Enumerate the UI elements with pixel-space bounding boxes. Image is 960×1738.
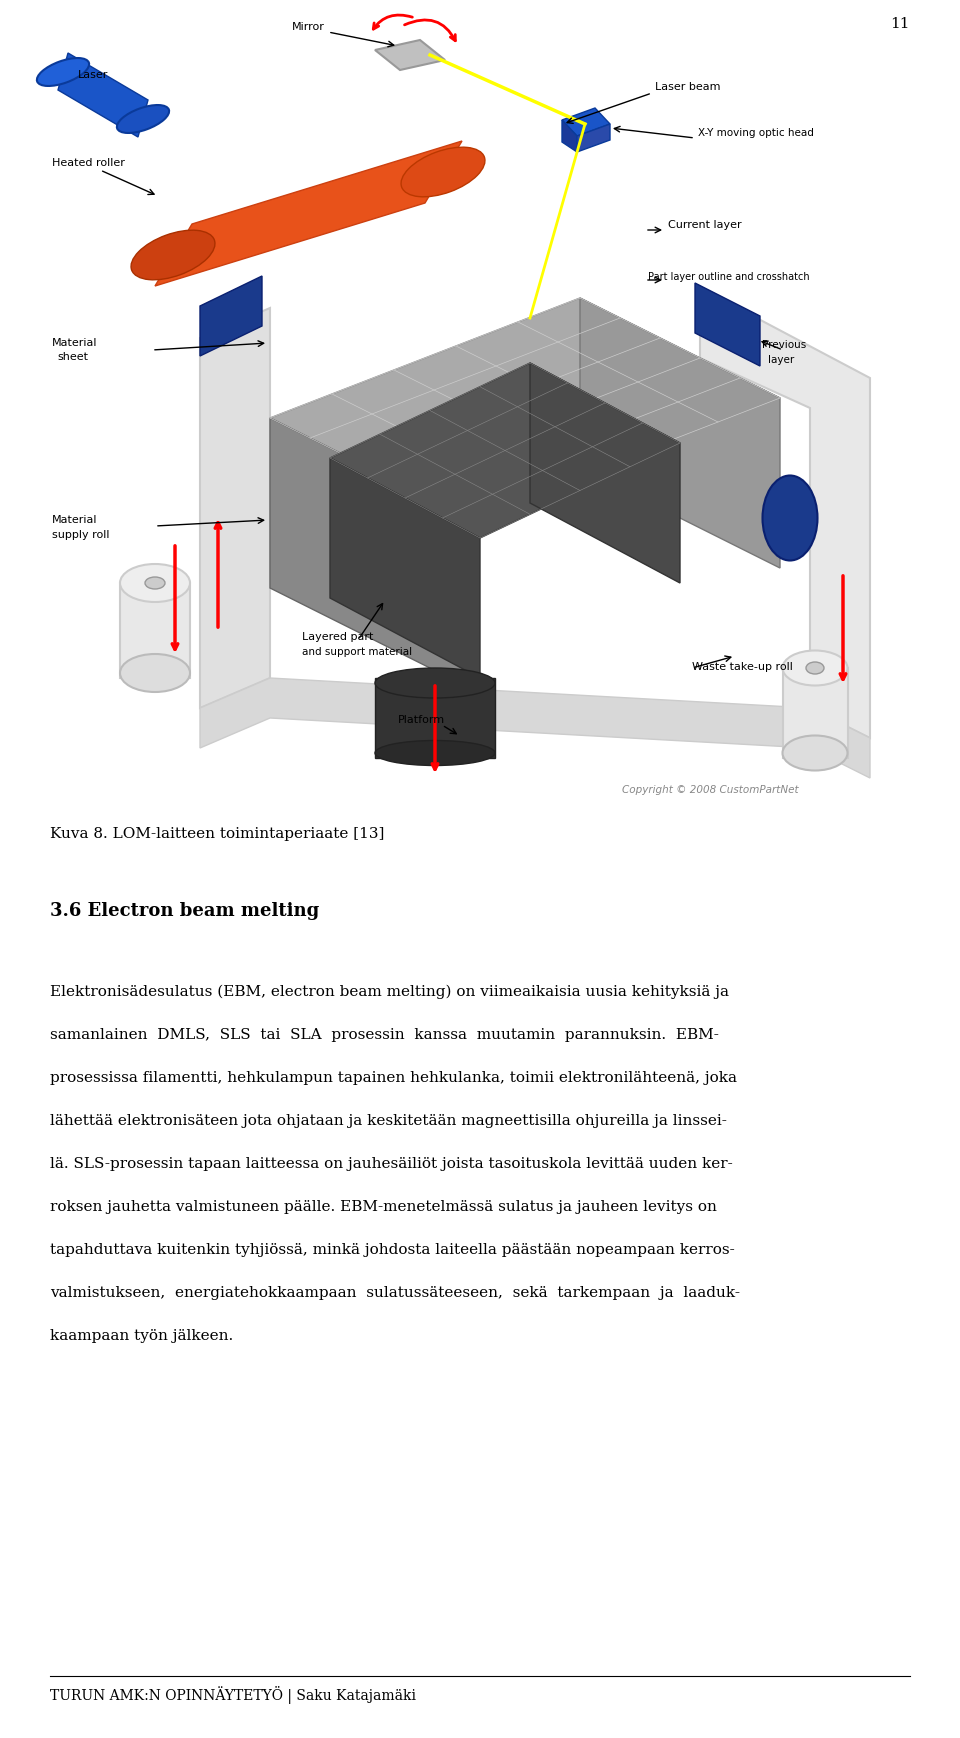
Ellipse shape	[375, 667, 495, 699]
Ellipse shape	[762, 476, 818, 560]
Text: Material: Material	[52, 337, 98, 348]
Polygon shape	[580, 297, 780, 568]
Text: lähettää elektronisäteen jota ohjataan ja keskitetään magneettisilla ohjureilla : lähettää elektronisäteen jota ohjataan j…	[50, 1114, 727, 1128]
Text: Laser beam: Laser beam	[655, 82, 721, 92]
Text: Copyright © 2008 CustomPartNet: Copyright © 2008 CustomPartNet	[622, 786, 799, 794]
Ellipse shape	[145, 577, 165, 589]
Text: Previous: Previous	[762, 341, 806, 349]
Text: and support material: and support material	[302, 647, 412, 657]
Polygon shape	[270, 297, 780, 518]
Text: Waste take-up roll: Waste take-up roll	[692, 662, 793, 673]
Text: samanlainen  DMLS,  SLS  tai  SLA  prosessin  kanssa  muutamin  parannuksin.  EB: samanlainen DMLS, SLS tai SLA prosessin …	[50, 1027, 719, 1043]
Text: lä. SLS-prosessin tapaan laitteessa on jauhesäiliöt joista tasoituskola levittää: lä. SLS-prosessin tapaan laitteessa on j…	[50, 1158, 732, 1171]
Bar	[120, 582, 190, 678]
Polygon shape	[200, 308, 270, 707]
Polygon shape	[200, 276, 262, 356]
Text: TURUN AMK:N OPINNÄYTETYÖ | Saku Katajamäki: TURUN AMK:N OPINNÄYTETYÖ | Saku Katajamä…	[50, 1686, 416, 1703]
Polygon shape	[577, 123, 610, 151]
Polygon shape	[695, 283, 760, 367]
Text: 11: 11	[891, 17, 910, 31]
Text: Mirror: Mirror	[292, 23, 324, 31]
Polygon shape	[330, 459, 480, 678]
Polygon shape	[270, 419, 470, 688]
Polygon shape	[200, 678, 870, 779]
Text: kaampaan työn jälkeen.: kaampaan työn jälkeen.	[50, 1330, 233, 1343]
Polygon shape	[562, 108, 610, 136]
Polygon shape	[155, 141, 462, 287]
Ellipse shape	[806, 662, 824, 674]
Polygon shape	[330, 363, 680, 539]
Ellipse shape	[117, 104, 169, 134]
Text: Laser: Laser	[78, 70, 108, 80]
Polygon shape	[530, 363, 680, 582]
Text: 3.6 Electron beam melting: 3.6 Electron beam melting	[50, 902, 320, 919]
Ellipse shape	[401, 148, 485, 196]
Bar	[375, 678, 495, 758]
Text: sheet: sheet	[57, 353, 88, 362]
Text: Current layer: Current layer	[668, 221, 742, 229]
Text: Platform: Platform	[398, 714, 445, 725]
Ellipse shape	[782, 735, 848, 770]
Text: tapahduttava kuitenkin tyhjiössä, minkä johdosta laiteella päästään nopeampaan k: tapahduttava kuitenkin tyhjiössä, minkä …	[50, 1243, 734, 1257]
Ellipse shape	[375, 740, 495, 765]
Polygon shape	[375, 40, 445, 70]
Ellipse shape	[36, 57, 89, 85]
Text: valmistukseen,  energiatehokkaampaan  sulatussäteeseen,  sekä  tarkempaan  ja  l: valmistukseen, energiatehokkaampaan sula…	[50, 1286, 740, 1300]
Text: Layered part: Layered part	[302, 633, 373, 641]
Ellipse shape	[131, 229, 215, 280]
Polygon shape	[58, 52, 148, 137]
Ellipse shape	[782, 650, 848, 685]
Text: Heated roller: Heated roller	[52, 158, 125, 169]
Polygon shape	[562, 120, 577, 151]
Ellipse shape	[120, 653, 190, 692]
Text: roksen jauhetta valmistuneen päälle. EBM-menetelmässä sulatus ja jauheen levitys: roksen jauhetta valmistuneen päälle. EBM…	[50, 1199, 717, 1215]
Text: supply roll: supply roll	[52, 530, 109, 541]
Text: X-Y moving optic head: X-Y moving optic head	[698, 129, 814, 137]
Text: layer: layer	[768, 355, 794, 365]
Text: prosessissa filamentti, hehkulampun tapainen hehkulanka, toimii elektronilähteen: prosessissa filamentti, hehkulampun tapa…	[50, 1071, 737, 1085]
Text: Elektronisädesulatus (EBM, electron beam melting) on viimeaikaisia uusia kehityk: Elektronisädesulatus (EBM, electron beam…	[50, 985, 729, 999]
Polygon shape	[700, 289, 870, 739]
Text: Material: Material	[52, 514, 98, 525]
Bar	[783, 667, 848, 758]
Ellipse shape	[120, 565, 190, 601]
Text: Kuva 8. LOM-laitteen toimintaperiaate [13]: Kuva 8. LOM-laitteen toimintaperiaate [1…	[50, 827, 384, 841]
Text: Part layer outline and crosshatch: Part layer outline and crosshatch	[648, 273, 809, 282]
